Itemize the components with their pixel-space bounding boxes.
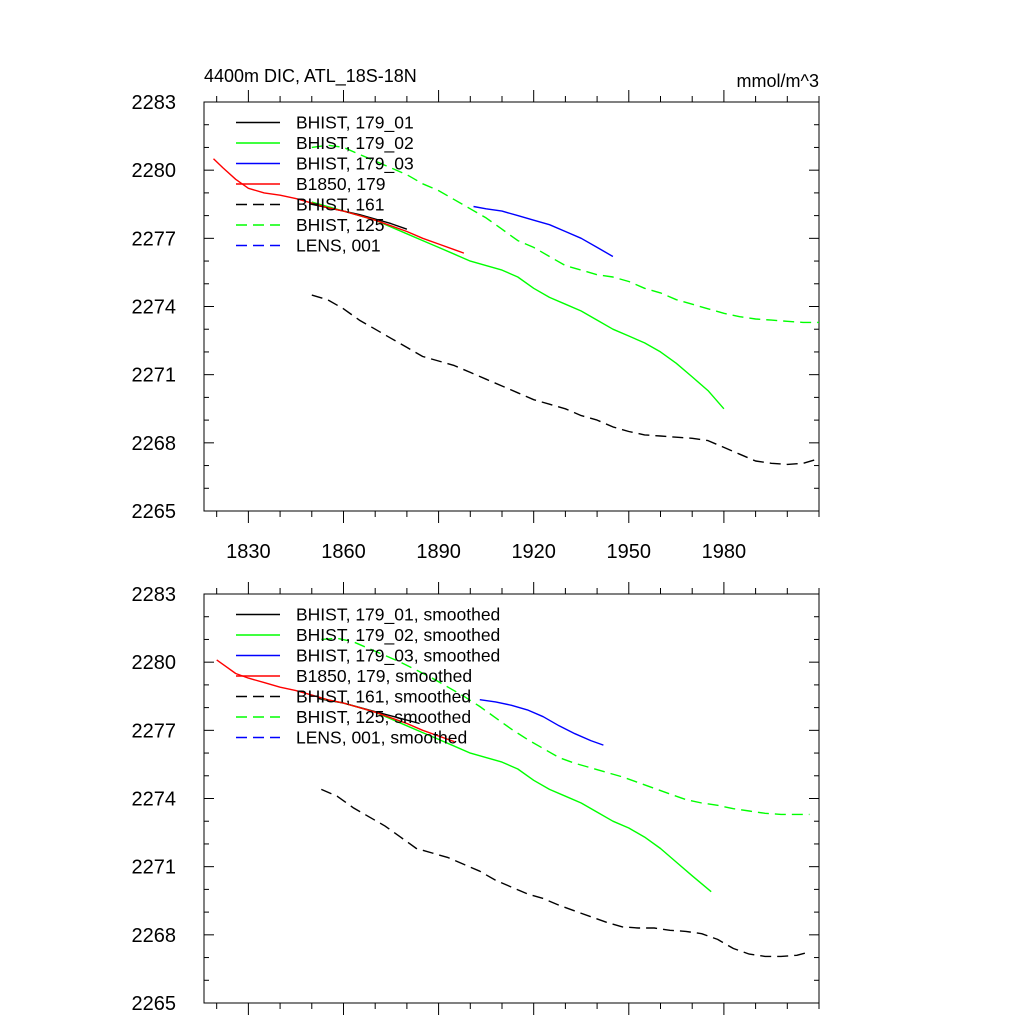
y-tick-label: 2280 xyxy=(132,160,177,182)
legend-label: LENS, 001, smoothed xyxy=(296,728,467,748)
legend-label: BHIST, 179_02 xyxy=(296,133,414,154)
legend-label: BHIST, 179_01, smoothed xyxy=(296,605,500,626)
y-tick-label: 2274 xyxy=(132,789,177,811)
legend-label: BHIST, 161 xyxy=(296,195,385,215)
series-line xyxy=(311,144,819,324)
x-tick-label: 1920 xyxy=(511,541,556,563)
y-tick-label: 2268 xyxy=(132,433,177,455)
x-tick-label: 1860 xyxy=(321,541,366,563)
legend-label: BHIST, 125, smoothed xyxy=(296,707,471,727)
y-tick-label: 2265 xyxy=(132,501,177,523)
x-tick-label: 1830 xyxy=(226,541,271,563)
series-line xyxy=(321,788,810,958)
series-line xyxy=(321,697,712,893)
y-tick-label: 2274 xyxy=(132,297,177,319)
series-line xyxy=(311,294,820,466)
y-tick-label: 2283 xyxy=(132,92,177,114)
panel-bottom: 2265 2268 2271 2274 2277 2280 2283 BHIST, 179_0… xyxy=(132,582,820,1015)
y-tick-label: 2280 xyxy=(132,652,177,674)
legend-label: BHIST, 161, smoothed xyxy=(296,687,471,707)
x-tick-label: 1890 xyxy=(416,541,461,563)
x-tick-label: 1980 xyxy=(702,541,747,563)
panel-top: 2265 2268 2271 2274 2277 2280 2283 1830 1860 1890… xyxy=(132,90,820,563)
y-tick-label: 2283 xyxy=(132,584,177,606)
x-tick-label: 1950 xyxy=(607,541,652,563)
legend-label: BHIST, 179_03, smoothed xyxy=(296,646,500,667)
y-tick-label: 2271 xyxy=(132,857,177,879)
figure-title: 4400m DIC, ATL_18S-18N xyxy=(204,66,417,87)
series-line xyxy=(321,637,810,816)
y-tick-label: 2271 xyxy=(132,365,177,387)
legend-label: B1850, 179 xyxy=(296,174,386,194)
legend-label: BHIST, 179_01 xyxy=(296,113,414,134)
legend-label: BHIST, 125 xyxy=(296,215,385,235)
legend-label: BHIST, 179_03 xyxy=(296,154,414,175)
figure-units: mmol/m^3 xyxy=(737,71,819,91)
y-tick-label: 2268 xyxy=(132,925,177,947)
legend-label: BHIST, 179_02, smoothed xyxy=(296,625,500,646)
legend-label: B1850, 179, smoothed xyxy=(296,666,472,686)
series-line xyxy=(213,158,465,254)
y-tick-label: 2277 xyxy=(132,228,177,250)
legend-label: LENS, 001 xyxy=(296,236,381,256)
y-tick-label: 2265 xyxy=(132,993,177,1015)
series-line xyxy=(473,205,614,258)
y-tick-label: 2277 xyxy=(132,720,177,742)
series-line xyxy=(479,699,604,746)
